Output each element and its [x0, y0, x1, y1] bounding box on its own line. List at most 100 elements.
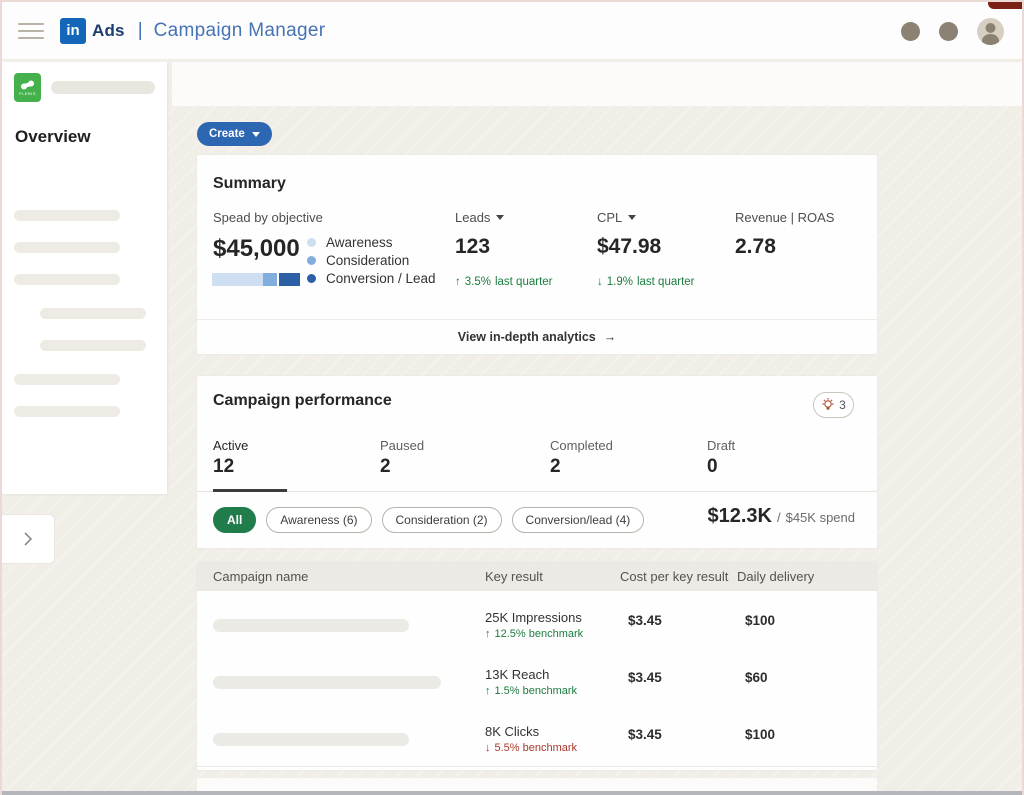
- table-row[interactable]: 25K Impressions ↑ 12.5% benchmark $3.45 …: [197, 602, 877, 659]
- account-row[interactable]: PLERIS: [2, 62, 167, 102]
- spend-by-objective-label: Spead by objective: [213, 210, 323, 225]
- legend-item: Conversion / Lead: [307, 269, 436, 287]
- lightbulb-icon: [821, 397, 835, 413]
- legend-label: Consideration: [326, 253, 409, 268]
- revenue-roas-value: 2.78: [735, 235, 776, 259]
- account-name-placeholder: [51, 81, 155, 94]
- down-arrow-icon: ↓: [485, 742, 491, 754]
- insights-count: 3: [839, 398, 846, 412]
- brand: in Ads | Campaign Manager: [60, 18, 325, 44]
- sidebar-item-placeholder[interactable]: [14, 406, 120, 417]
- benchmark-label: 12.5% benchmark: [495, 628, 584, 640]
- create-button[interactable]: Create: [197, 122, 272, 146]
- corner-artifact: [988, 2, 1022, 9]
- benchmark-delta: ↑ 1.5% benchmark: [485, 685, 577, 697]
- tab-completed[interactable]: Completed 2: [550, 438, 613, 478]
- legend-dot-consideration-icon: [307, 256, 316, 265]
- tabbar-divider: [197, 491, 877, 492]
- tab-label: Paused: [380, 438, 424, 453]
- bar-segment-conversion: [277, 273, 300, 286]
- benchmark-delta: ↓ 5.5% benchmark: [485, 742, 577, 754]
- summary-card: Summary Spead by objective $45,000 Aware…: [197, 155, 877, 354]
- sidebar-subitem-placeholder[interactable]: [40, 308, 146, 319]
- insights-badge[interactable]: 3: [813, 392, 854, 418]
- account-logo-word: PLERIS: [19, 91, 36, 96]
- bar-segment-awareness: [212, 273, 263, 286]
- top-navigation-bar: in Ads | Campaign Manager: [2, 2, 1022, 60]
- sidebar-nav-placeholders: [2, 210, 167, 438]
- leads-metric-selector[interactable]: Leads: [455, 210, 504, 225]
- chevron-right-icon: [23, 531, 33, 547]
- sidebar-expand-button[interactable]: [2, 514, 55, 564]
- filter-awareness[interactable]: Awareness (6): [266, 507, 371, 533]
- benchmark-label: 1.5% benchmark: [495, 685, 578, 697]
- ads-label: Ads: [92, 21, 125, 41]
- hamburger-menu-icon[interactable]: [18, 18, 44, 44]
- sidebar-item-placeholder[interactable]: [14, 274, 120, 285]
- revenue-roas-label: Revenue | ROAS: [735, 210, 834, 225]
- total-spend: $45K spend: [786, 510, 855, 525]
- table-header-row: Campaign name Key result Cost per key re…: [197, 562, 877, 591]
- daily-delivery-value: $60: [745, 670, 768, 685]
- view-analytics-label: View in-depth analytics: [458, 330, 596, 344]
- legend-item: Awareness: [307, 233, 436, 251]
- legend-label: Awareness: [326, 235, 393, 250]
- delta-period: last quarter: [495, 276, 553, 288]
- sidebar-item-placeholder[interactable]: [14, 210, 120, 221]
- filter-consideration[interactable]: Consideration (2): [382, 507, 502, 533]
- current-spend: $12.3K: [707, 505, 772, 528]
- table-row[interactable]: 8K Clicks ↓ 5.5% benchmark $3.45 $100: [197, 716, 877, 773]
- spend-divider: /: [777, 510, 781, 525]
- brand-separator: |: [138, 20, 143, 42]
- cost-per-key-result-value: $3.45: [628, 727, 662, 742]
- filter-conversion-lead[interactable]: Conversion/lead (4): [512, 507, 645, 533]
- caret-down-icon: [496, 215, 504, 220]
- cpl-label: CPL: [597, 210, 622, 225]
- bar-segment-consideration: [263, 273, 277, 286]
- nav-circle-icon[interactable]: [939, 22, 958, 41]
- sidebar-item-placeholder[interactable]: [14, 242, 120, 253]
- tab-label: Completed: [550, 438, 613, 453]
- key-result-value: 13K Reach: [485, 667, 549, 682]
- cpl-metric-selector[interactable]: CPL: [597, 210, 636, 225]
- campaign-name-placeholder: [213, 676, 441, 689]
- legend-item: Consideration: [307, 251, 436, 269]
- sidebar-item-placeholder[interactable]: [14, 374, 120, 385]
- tab-paused[interactable]: Paused 2: [380, 438, 424, 478]
- up-arrow-icon: ↑: [485, 628, 491, 640]
- tab-count: 12: [213, 456, 248, 478]
- leads-value: 123: [455, 235, 490, 259]
- sidebar-subitem-placeholder[interactable]: [40, 340, 146, 351]
- objective-filter-row: All Awareness (6) Consideration (2) Conv…: [213, 507, 644, 533]
- topbar-actions: [901, 2, 1004, 60]
- caret-down-icon: [252, 132, 260, 137]
- user-avatar[interactable]: [977, 18, 1004, 45]
- tab-draft[interactable]: Draft 0: [707, 438, 735, 478]
- create-button-label: Create: [209, 128, 245, 140]
- link-icon: [20, 80, 35, 90]
- cpl-delta: ↓ 1.9% last quarter: [597, 276, 695, 288]
- tab-count: 0: [707, 456, 735, 478]
- spend-progress-summary: $12.3K / $45K spend: [707, 505, 855, 528]
- column-cost-per-key-result: Cost per key result: [620, 569, 728, 584]
- table-row[interactable]: 13K Reach ↑ 1.5% benchmark $3.45 $60: [197, 659, 877, 716]
- view-analytics-link[interactable]: View in-depth analytics →: [197, 319, 877, 354]
- legend-dot-conversion-icon: [307, 274, 316, 283]
- legend-dot-awareness-icon: [307, 238, 316, 247]
- nav-circle-icon[interactable]: [901, 22, 920, 41]
- campaign-table-card: Campaign name Key result Cost per key re…: [197, 562, 877, 770]
- filter-all[interactable]: All: [213, 507, 256, 533]
- cost-per-key-result-value: $3.45: [628, 670, 662, 685]
- tab-count: 2: [380, 456, 424, 478]
- sidebar: PLERIS Overview: [2, 62, 167, 494]
- campaign-name-placeholder: [213, 619, 409, 632]
- tab-active[interactable]: Active 12: [213, 438, 248, 478]
- leads-label: Leads: [455, 210, 490, 225]
- sidebar-item-overview[interactable]: Overview: [15, 127, 167, 147]
- delta-period: last quarter: [637, 276, 695, 288]
- campaign-manager-page: in Ads | Campaign Manager PLE: [0, 0, 1024, 795]
- summary-title: Summary: [213, 175, 286, 193]
- benchmark-label: 5.5% benchmark: [495, 742, 578, 754]
- cost-per-key-result-value: $3.45: [628, 613, 662, 628]
- tab-label: Draft: [707, 438, 735, 453]
